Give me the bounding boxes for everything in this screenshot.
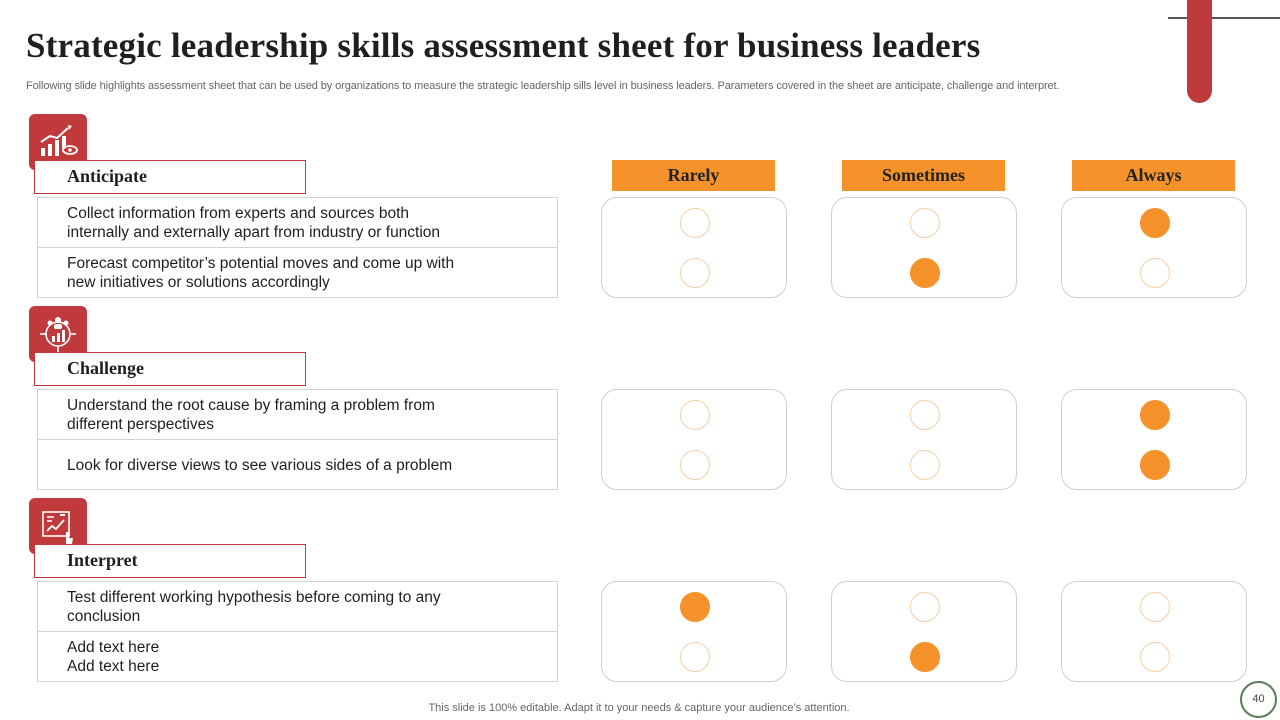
rating-dot[interactable]	[910, 450, 940, 480]
rating-group-sometimes	[831, 389, 1017, 490]
rating-dot[interactable]	[680, 258, 710, 288]
rating-dot-selected[interactable]	[1140, 400, 1170, 430]
rating-dot-selected[interactable]	[1140, 450, 1170, 480]
rating-dot[interactable]	[1140, 258, 1170, 288]
rating-dot[interactable]	[680, 400, 710, 430]
list-item: Collect information from experts and sou…	[38, 198, 557, 248]
item-list: Collect information from experts and sou…	[37, 197, 558, 298]
red-accent-tab	[1187, 0, 1212, 103]
list-item: Forecast competitor’s potential moves an…	[38, 248, 557, 298]
section-challenge: Challenge Understand the root cause by f…	[0, 306, 1280, 496]
rating-dot-selected[interactable]	[910, 642, 940, 672]
page-subtitle: Following slide highlights assessment sh…	[26, 80, 1060, 92]
item-text: Collect information from experts and sou…	[67, 204, 441, 241]
rating-dot[interactable]	[680, 642, 710, 672]
list-item: Understand the root cause by framing a p…	[38, 390, 557, 440]
section-label: Interpret	[34, 544, 306, 578]
rating-dot[interactable]	[680, 208, 710, 238]
page-number: 40	[1240, 681, 1277, 718]
rating-dot[interactable]	[910, 400, 940, 430]
rating-dot-selected[interactable]	[680, 592, 710, 622]
rating-group-always	[1061, 389, 1247, 490]
rating-group-rarely	[601, 389, 787, 490]
list-item: Test different working hypothesis before…	[38, 582, 557, 632]
item-text: Look for diverse views to see various si…	[67, 456, 453, 474]
item-list: Test different working hypothesis before…	[37, 581, 558, 682]
item-text: Test different working hypothesis before…	[67, 588, 441, 625]
rating-dot[interactable]	[910, 208, 940, 238]
rating-dot[interactable]	[1140, 592, 1170, 622]
item-list: Understand the root cause by framing a p…	[37, 389, 558, 490]
rating-group-sometimes	[831, 581, 1017, 682]
rating-group-always	[1061, 197, 1247, 298]
rating-group-rarely	[601, 197, 787, 298]
item-text: Add text here Add text here	[67, 639, 160, 675]
footer-note: This slide is 100% editable. Adapt it to…	[0, 702, 1280, 714]
column-header-always: Always	[1072, 160, 1235, 191]
rating-dot[interactable]	[910, 592, 940, 622]
list-item: Look for diverse views to see various si…	[38, 440, 557, 490]
rating-dot[interactable]	[1140, 642, 1170, 672]
footer-text: This slide is 100% editable. Adapt it to…	[428, 702, 850, 714]
rating-dot[interactable]	[680, 450, 710, 480]
rating-group-sometimes	[831, 197, 1017, 298]
rating-group-always	[1061, 581, 1247, 682]
rating-dot-selected[interactable]	[1140, 208, 1170, 238]
item-text: Understand the root cause by framing a p…	[67, 396, 435, 433]
page-title: Strategic leadership skills assessment s…	[26, 26, 981, 65]
item-text: Forecast competitor’s potential moves an…	[67, 255, 455, 291]
list-item: Add text here Add text here	[38, 632, 557, 682]
section-label: Anticipate	[34, 160, 306, 194]
top-rule	[1168, 17, 1280, 19]
column-header-sometimes: Sometimes	[842, 160, 1005, 191]
rating-group-rarely	[601, 581, 787, 682]
column-header-rarely: Rarely	[612, 160, 775, 191]
section-label: Challenge	[34, 352, 306, 386]
rating-dot-selected[interactable]	[910, 258, 940, 288]
section-anticipate: Anticipate Collect information from expe…	[0, 114, 1280, 304]
section-interpret: Interpret Test different working hypothe…	[0, 498, 1280, 688]
